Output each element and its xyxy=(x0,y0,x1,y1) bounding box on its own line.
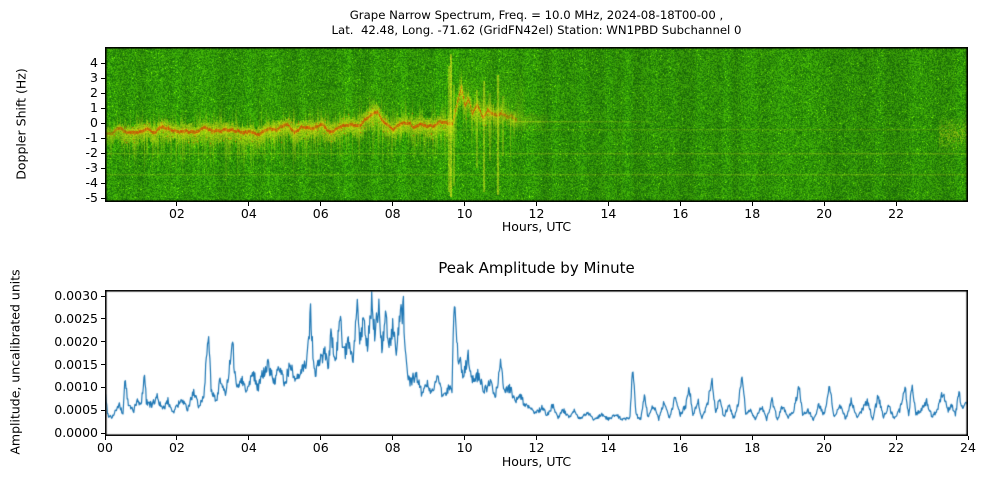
tick-mark xyxy=(100,295,105,297)
tick-mark xyxy=(100,364,105,365)
spectrogram-ytick-label: 3 xyxy=(90,70,98,85)
amplitude-ytick-label: 0.0020 xyxy=(54,333,98,349)
tick-mark xyxy=(751,436,753,440)
tick-mark xyxy=(100,409,105,411)
tick-mark xyxy=(320,202,322,206)
tick-mark xyxy=(392,436,394,440)
amplitude-xtick-label: 20 xyxy=(816,439,833,455)
tick-mark xyxy=(104,436,106,440)
tick-mark xyxy=(464,202,466,206)
tick-mark xyxy=(100,197,105,199)
amplitude-chart-title: Peak Amplitude by Minute xyxy=(438,259,635,277)
spectrogram-ytick-label: 1 xyxy=(90,100,98,115)
tick-mark xyxy=(392,202,394,206)
spectrogram-ytick-label: -5 xyxy=(85,190,98,205)
amplitude-xtick-label: 04 xyxy=(240,439,257,455)
tick-mark xyxy=(679,202,681,206)
tick-mark xyxy=(100,318,105,320)
amplitude-ylabel: Amplitude, uncalibrated units xyxy=(7,269,23,455)
spectrogram-xtick-label: 14 xyxy=(600,205,617,221)
spectrogram-xtick-label: 06 xyxy=(312,205,329,221)
tick-mark xyxy=(248,202,250,206)
tick-mark xyxy=(607,202,609,206)
spectrogram-xtick-label: 18 xyxy=(744,205,761,221)
tick-mark xyxy=(823,436,825,440)
amplitude-ytick-label: 0.0015 xyxy=(54,356,98,372)
tick-mark xyxy=(751,202,753,206)
tick-mark xyxy=(895,202,897,206)
tick-mark xyxy=(100,432,105,434)
tick-mark xyxy=(895,436,897,440)
amplitude-line-chart xyxy=(105,290,968,436)
tick-mark xyxy=(100,92,105,94)
spectrogram-xtick-label: 08 xyxy=(384,205,401,221)
amplitude-ytick-label: 0.0010 xyxy=(54,379,98,395)
amplitude-ytick-label: 0.0000 xyxy=(54,425,98,440)
spectrogram-xtick-label: 02 xyxy=(168,205,185,221)
spectrogram-xtick-label: 20 xyxy=(816,205,833,221)
amplitude-xtick-label: 22 xyxy=(888,439,905,455)
tick-mark xyxy=(320,436,322,440)
spectrogram-title-line2: Lat. 42.48, Long. -71.62 (GridFN42el) St… xyxy=(331,23,742,37)
tick-mark xyxy=(607,436,609,440)
spectrogram-ytick-label: -3 xyxy=(85,160,98,175)
spectrogram-ytick-label: 2 xyxy=(90,85,98,100)
amplitude-ytick-label: 0.0025 xyxy=(54,310,98,326)
spectrogram-xtick-label: 12 xyxy=(528,205,545,221)
tick-mark xyxy=(100,152,105,154)
spectrogram-xtick-label: 10 xyxy=(456,205,473,221)
amplitude-xtick-label: 16 xyxy=(672,439,689,455)
tick-mark xyxy=(176,436,178,440)
tick-mark xyxy=(100,182,105,184)
spectrogram-title-line1: Grape Narrow Spectrum, Freq. = 10.0 MHz,… xyxy=(349,8,724,22)
tick-mark xyxy=(100,107,105,109)
tick-mark xyxy=(100,341,105,343)
tick-mark xyxy=(176,202,178,206)
tick-mark xyxy=(464,436,466,440)
amplitude-ytick-label: 0.0005 xyxy=(54,402,98,418)
amplitude-xtick-label: 08 xyxy=(384,439,401,455)
tick-mark xyxy=(100,62,105,64)
spectrogram-ytick-label: -2 xyxy=(85,145,98,160)
amplitude-xtick-label: 00 xyxy=(97,439,113,455)
spectrogram-ytick-label: 4 xyxy=(90,55,98,70)
amplitude-xlabel: Hours, UTC xyxy=(501,454,572,469)
amplitude-xtick-label: 24 xyxy=(960,439,976,455)
spectrogram-xtick-label: 04 xyxy=(240,205,257,221)
amplitude-xtick-label: 06 xyxy=(312,439,329,455)
spectrogram-xtick-label: 22 xyxy=(888,205,905,221)
amplitude-xtick-label: 10 xyxy=(456,439,473,455)
spectrogram-heatmap xyxy=(105,47,968,202)
spectrogram-ytick-label: -4 xyxy=(85,175,98,190)
tick-mark xyxy=(823,202,825,206)
amplitude-xtick-label: 02 xyxy=(168,439,185,455)
amplitude-xtick-label: 14 xyxy=(600,439,617,455)
tick-mark xyxy=(100,137,105,139)
tick-mark xyxy=(536,436,537,440)
spectrogram-ytick-label: 0 xyxy=(90,115,98,130)
spectrogram-ytick-label: -1 xyxy=(85,130,98,145)
amplitude-xtick-label: 12 xyxy=(528,439,545,455)
tick-mark xyxy=(100,386,105,388)
amplitude-ytick-label: 0.0030 xyxy=(54,288,98,304)
spectrogram-ylabel: Doppler Shift (Hz) xyxy=(13,68,29,180)
amplitude-xtick-label: 18 xyxy=(744,439,761,455)
spectrogram-xtick-label: 16 xyxy=(672,205,689,221)
tick-mark xyxy=(100,77,105,79)
tick-mark xyxy=(967,436,969,440)
tick-mark xyxy=(679,436,681,440)
spectrogram-xlabel: Hours, UTC xyxy=(501,219,572,234)
tick-mark xyxy=(100,122,105,124)
tick-mark xyxy=(100,167,105,169)
tick-mark xyxy=(536,202,537,206)
tick-mark xyxy=(248,436,250,440)
